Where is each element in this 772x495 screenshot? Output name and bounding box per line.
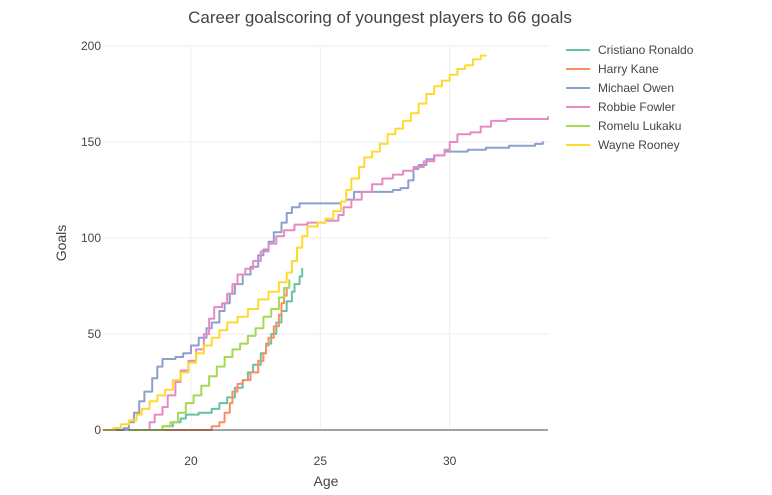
y-tick-label: 50 bbox=[88, 327, 102, 341]
legend-item[interactable]: Michael Owen bbox=[566, 81, 674, 95]
y-tick-label: 100 bbox=[81, 231, 101, 245]
x-tick-label: 20 bbox=[184, 454, 198, 468]
legend-label: Romelu Lukaku bbox=[598, 119, 681, 133]
axes: 20 25 30 0 50 100 150 200 bbox=[81, 39, 548, 468]
y-axis-title: Goals bbox=[53, 225, 69, 262]
x-axis-title: Age bbox=[314, 473, 339, 489]
legend-item[interactable]: Romelu Lukaku bbox=[566, 119, 681, 133]
series-line-robbie-fowler[interactable] bbox=[143, 116, 549, 431]
legend-item[interactable]: Robbie Fowler bbox=[566, 100, 675, 114]
series-line-harry-kane[interactable] bbox=[151, 286, 288, 431]
series-line-michael-owen[interactable] bbox=[114, 141, 544, 431]
legend[interactable]: Cristiano Ronaldo Harry Kane Michael Owen R… bbox=[566, 43, 694, 152]
legend-item[interactable]: Cristiano Ronaldo bbox=[566, 43, 694, 57]
y-tick-label: 150 bbox=[81, 135, 101, 149]
y-tick-label: 200 bbox=[81, 39, 101, 53]
gridlines bbox=[103, 45, 548, 430]
y-tick-label: 0 bbox=[94, 423, 101, 437]
legend-label: Wayne Rooney bbox=[598, 138, 680, 152]
legend-label: Robbie Fowler bbox=[598, 100, 675, 114]
chart-title: Career goalscoring of youngest players t… bbox=[188, 8, 572, 27]
x-tick-label: 25 bbox=[314, 454, 328, 468]
plot-area bbox=[102, 54, 549, 431]
legend-label: Cristiano Ronaldo bbox=[598, 43, 694, 57]
legend-item[interactable]: Harry Kane bbox=[566, 62, 659, 76]
legend-label: Michael Owen bbox=[598, 81, 674, 95]
series-line-cristiano-ronaldo[interactable] bbox=[156, 267, 304, 431]
x-tick-label: 30 bbox=[443, 454, 457, 468]
series-line-romelu-lukaku[interactable] bbox=[127, 279, 291, 431]
legend-item[interactable]: Wayne Rooney bbox=[566, 138, 680, 152]
legend-label: Harry Kane bbox=[598, 62, 659, 76]
series-line-wayne-rooney[interactable] bbox=[102, 54, 487, 431]
